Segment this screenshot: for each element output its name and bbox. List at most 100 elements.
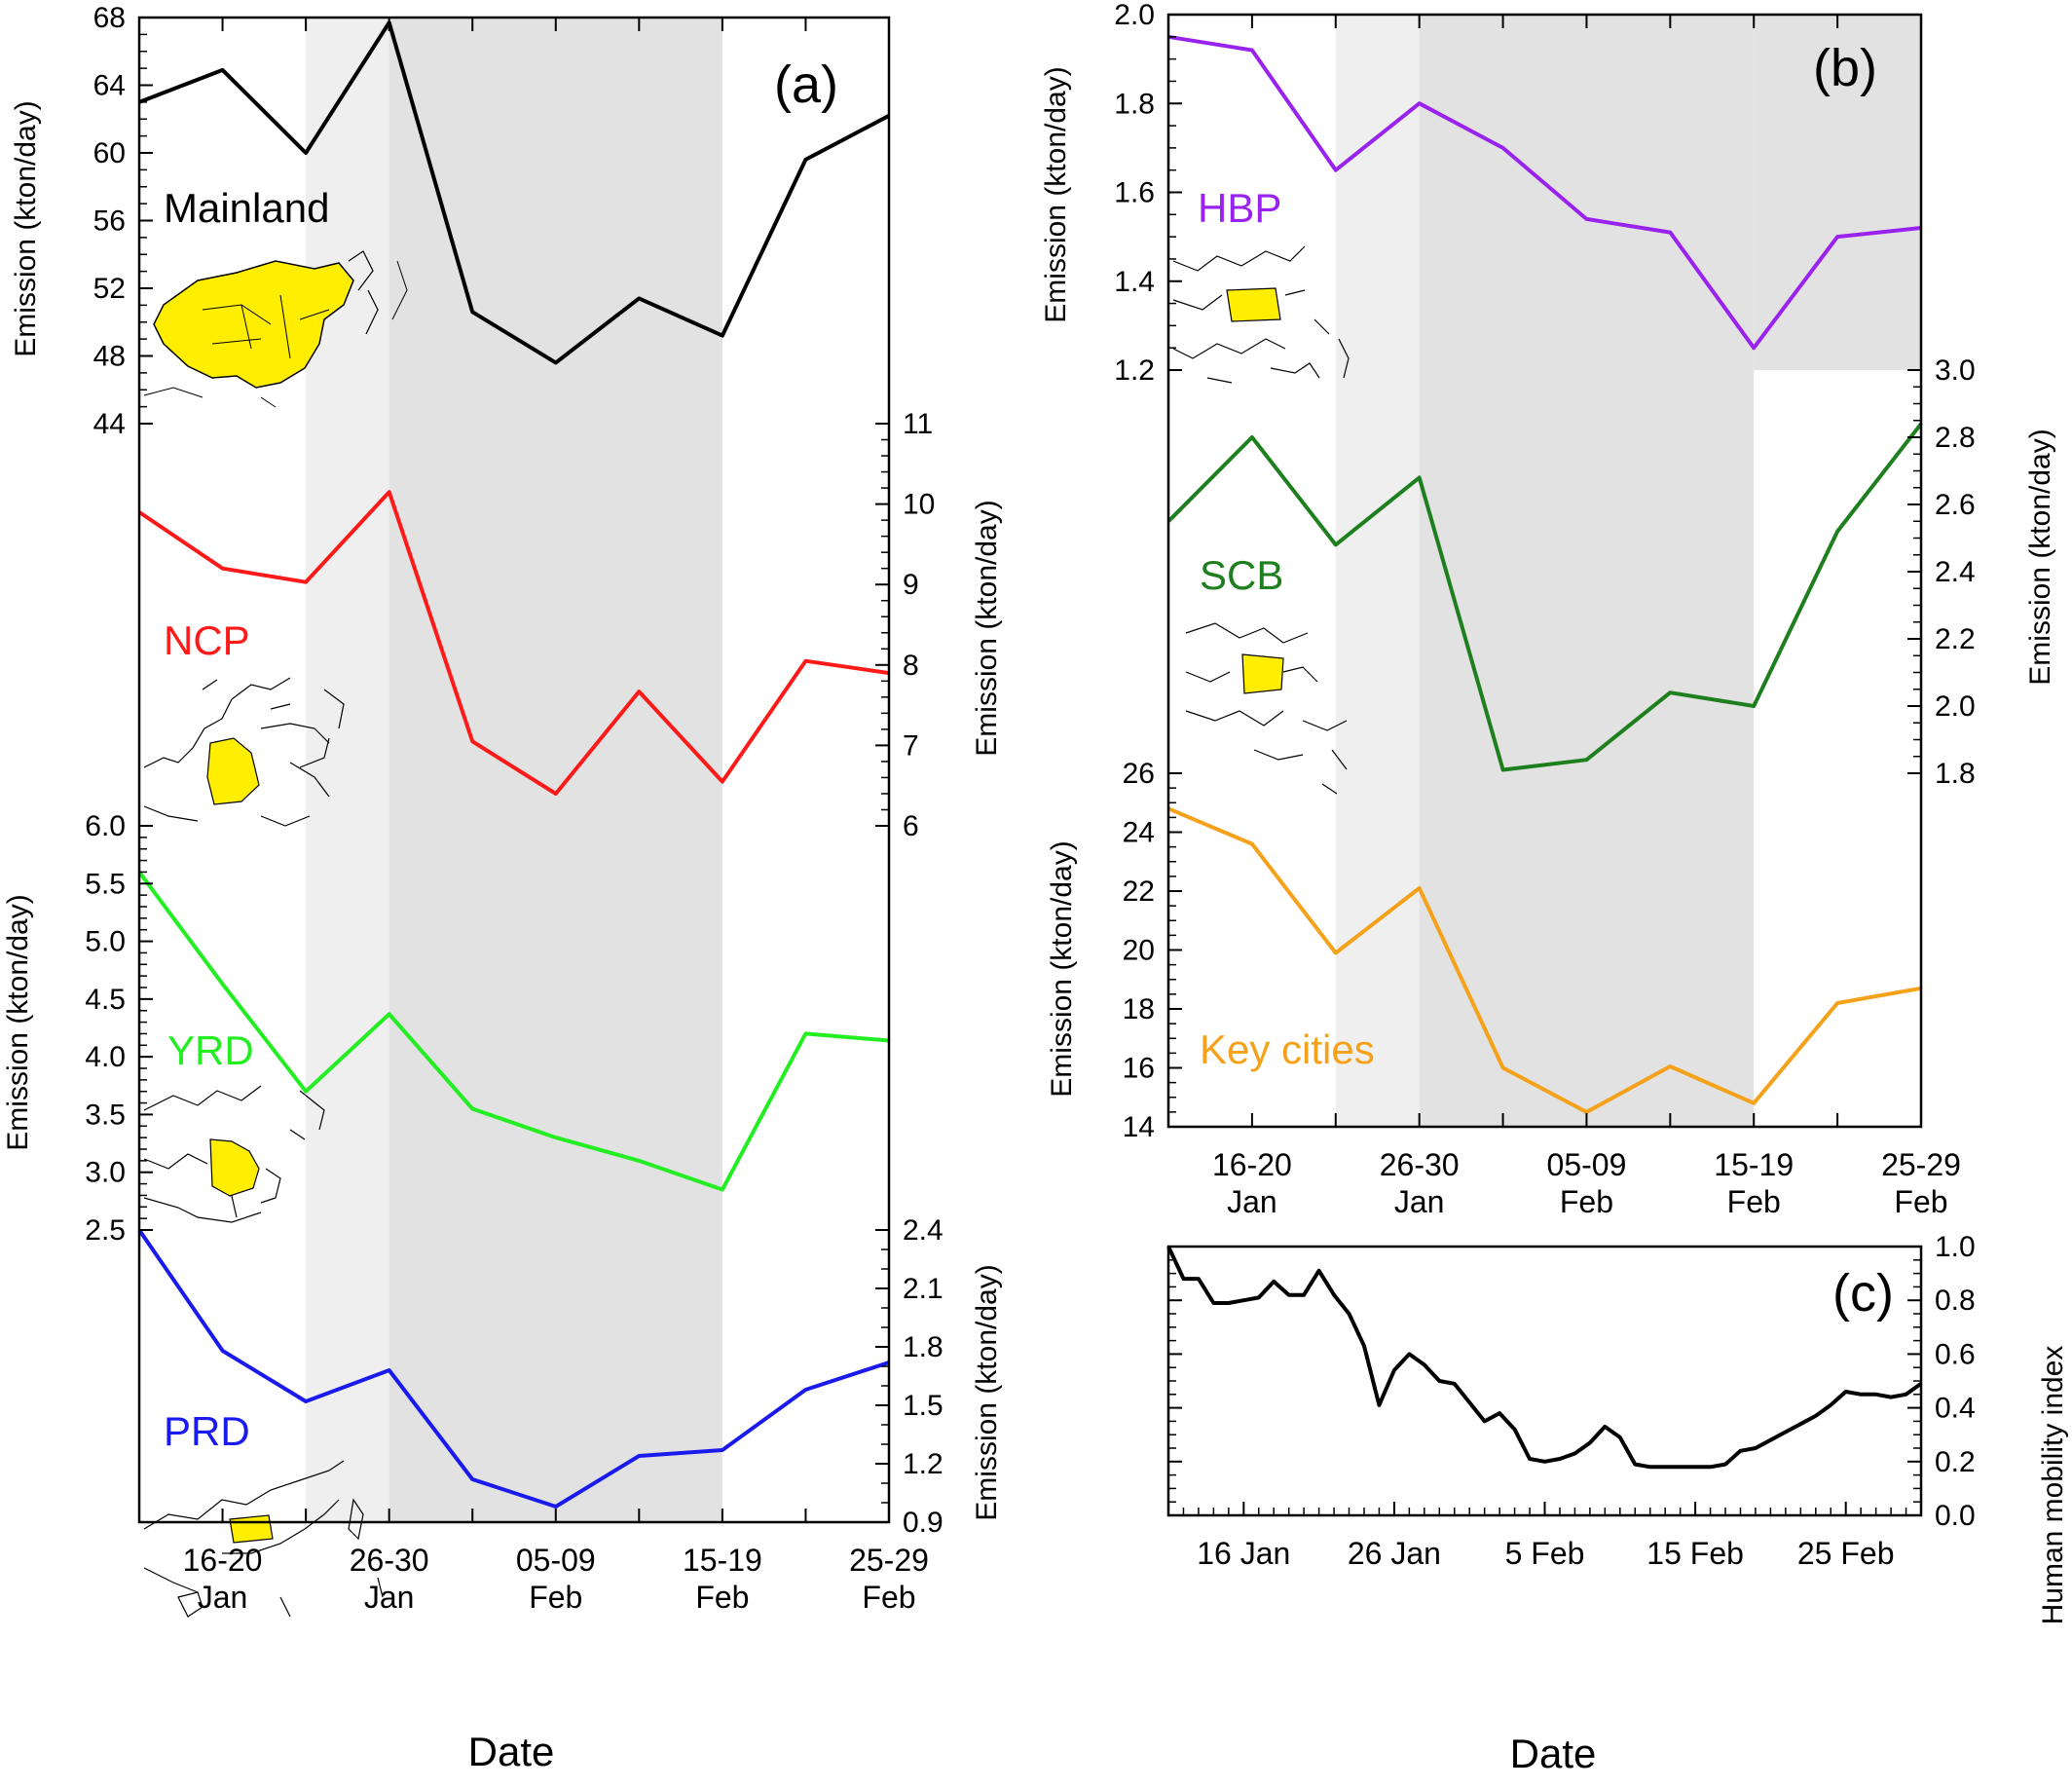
b-hbp-yaxis-tick-label: 1.8 [1114, 88, 1155, 120]
a-ncp-yaxis-tick-label: 10 [903, 489, 935, 521]
b-hbp-yaxis-tick-label: 1.4 [1114, 266, 1155, 298]
b-scb-yaxis-tick-label: 2.6 [1935, 489, 1976, 521]
a-ncp-yaxis-tick-label: 9 [903, 569, 919, 601]
c-x-tick-label: 5 Feb [1505, 1536, 1585, 1571]
b-x-tick-label: 26-30 [1380, 1147, 1460, 1182]
series-prd [137, 1228, 890, 1509]
b-x-tick-label: Feb [1894, 1184, 1947, 1219]
a-x-tick-label: 16-20 [183, 1543, 263, 1578]
ylabel-prd: Emission (kton/day) [971, 1264, 1003, 1520]
series-label-ncp: NCP [164, 617, 250, 663]
panel-a-label: (a) [774, 56, 838, 114]
c-x-tick-label: 15 Feb [1646, 1536, 1744, 1571]
b-key-yaxis-tick-label: 26 [1123, 758, 1155, 790]
a-prd-yaxis-tick-label: 1.8 [903, 1331, 944, 1363]
a-mainland-yaxis-tick-label: 68 [93, 2, 126, 34]
b-scb-yaxis-tick-label: 2.4 [1935, 556, 1976, 588]
b-x-tick-label: 16-20 [1212, 1147, 1292, 1182]
c-yaxis-tick-label: 0.2 [1935, 1446, 1976, 1478]
series-mainland [138, 20, 890, 365]
c-yaxis-tick-label: 0.8 [1935, 1285, 1976, 1317]
b-scb-yaxis-tick-label: 2.8 [1935, 422, 1976, 454]
a-yrd-yaxis-tick-label: 3.0 [85, 1157, 126, 1189]
b-scb-yaxis-tick-label: 2.0 [1935, 690, 1976, 723]
b-key-yaxis-tick-label: 16 [1123, 1053, 1155, 1085]
b-x-tick-label: Jan [1394, 1184, 1445, 1219]
a-ncp-yaxis-tick-label: 7 [903, 729, 919, 762]
c-x-tick-label: 16 Jan [1197, 1536, 1290, 1571]
b-hbp-yaxis-tick-label: 2.0 [1114, 0, 1155, 31]
a-prd-yaxis-tick-label: 2.1 [903, 1273, 944, 1305]
c-yaxis-tick-label: 0.4 [1935, 1393, 1976, 1425]
a-x-tick-label: Feb [529, 1580, 582, 1615]
panel-b: 1.2 1.4 1.6 1.8 2.0 1.8 2.0 2.2 2.4 2.6 2.8 3.0 14 16… [1040, 0, 2056, 1219]
series-label-yrd: YRD [167, 1027, 254, 1073]
shade-light-b [1335, 15, 1420, 1127]
a-yrd-yaxis-tick-label: 2.5 [85, 1214, 126, 1247]
series-mobility [1166, 1246, 1923, 1470]
ylabel-c: Human mobility index [2037, 1346, 2069, 1625]
a-prd-yaxis-tick-label: 1.5 [903, 1390, 944, 1422]
b-x-tick-label: Feb [1560, 1184, 1613, 1219]
b-x-tick-label: 15-19 [1714, 1147, 1794, 1182]
b-x-tick-label: Jan [1227, 1184, 1277, 1219]
shade-dark-b-top [1419, 15, 1755, 370]
c-x-tick-label: 25 Feb [1797, 1536, 1895, 1571]
a-x-tick-label: 26-30 [350, 1543, 429, 1578]
map-ncp-icon [143, 677, 345, 827]
a-x-tick-label: Jan [198, 1580, 248, 1615]
a-yrd-yaxis-tick-label: 4.5 [85, 984, 126, 1016]
c-yaxis-tick-label: 0.6 [1935, 1338, 1976, 1370]
b-x-tick-label: 05-09 [1547, 1147, 1627, 1182]
b-hbp-yaxis-tick-label: 1.6 [1114, 177, 1155, 209]
map-mainland-icon [143, 250, 408, 408]
xlabel-c: Date [1510, 1731, 1597, 1776]
shade-dark-b [1419, 370, 1755, 1127]
b-x-tick-label: 25-29 [1881, 1147, 1961, 1182]
b-key-yaxis-tick-label: 18 [1123, 993, 1155, 1025]
ylabel-key: Emission (kton/day) [1046, 840, 1078, 1097]
a-yrd-yaxis-tick-label: 3.5 [85, 1099, 126, 1131]
shade-light-a [306, 18, 389, 1522]
a-prd-yaxis-tick-label: 1.2 [903, 1448, 944, 1480]
b-key-yaxis-tick-label: 24 [1123, 817, 1155, 849]
xlabel-a: Date [468, 1729, 555, 1774]
a-ncp-yaxis-tick-label: 11 [903, 408, 933, 440]
ylabel-scb: Emission (kton/day) [2024, 429, 2056, 685]
a-prd-yaxis-tick-label: 2.4 [903, 1214, 944, 1247]
panel-a: 44 48 52 56 60 64 68 6 7 8 9 10 11 2.5 3.0 3.5 4.0 4.5 5.0… [2, 2, 1003, 1774]
c-yaxis-tick-label: 1.0 [1935, 1231, 1976, 1263]
b-scb-yaxis-tick-label: 1.8 [1935, 758, 1976, 790]
a-yrd-yaxis-tick-label: 5.5 [85, 868, 126, 900]
b-scb-yaxis-tick-label: 3.0 [1935, 354, 1976, 387]
a-mainland-yaxis-tick-label: 52 [93, 273, 126, 305]
ylabel-hbp: Emission (kton/day) [1040, 66, 1072, 322]
a-ncp-yaxis-tick-label: 6 [903, 810, 919, 842]
map-scb-icon [1185, 622, 1348, 795]
ylabel-mainland: Emission (kton/day) [10, 100, 42, 356]
b-scb-yaxis-tick-label: 2.2 [1935, 623, 1976, 655]
ylabel-ncp: Emission (kton/day) [971, 500, 1003, 756]
b-x-tick-label: Feb [1727, 1184, 1781, 1219]
a-mainland-yaxis-tick-label: 48 [93, 341, 126, 373]
series-hbp [1167, 34, 1922, 351]
map-hbp-icon [1172, 245, 1350, 384]
series-yrd [137, 871, 890, 1192]
plot-frame-b [1166, 13, 1923, 1129]
b-key-yaxis-tick-label: 22 [1123, 876, 1155, 908]
panel-c-label: (c) [1832, 1264, 1894, 1323]
panel-c: 0.0 0.2 0.4 0.6 0.8 1.0 16 Jan 26 Jan 5 Feb 15 Fe… [1166, 1231, 2069, 1776]
c-x-tick-label: 26 Jan [1348, 1536, 1441, 1571]
a-mainland-yaxis-tick-label: 44 [93, 408, 126, 440]
plot-frame-a [137, 16, 891, 1524]
a-mainland-yaxis-tick-label: 56 [93, 205, 126, 238]
a-x-tick-label: Jan [364, 1580, 415, 1615]
a-x-tick-label: 15-19 [683, 1543, 762, 1578]
a-x-tick-label: 05-09 [516, 1543, 596, 1578]
series-label-scb: SCB [1200, 552, 1283, 598]
a-x-tick-label: Feb [862, 1580, 915, 1615]
ylabel-yrd: Emission (kton/day) [2, 894, 34, 1150]
series-label-prd: PRD [164, 1408, 250, 1454]
series-key [1167, 806, 1922, 1114]
